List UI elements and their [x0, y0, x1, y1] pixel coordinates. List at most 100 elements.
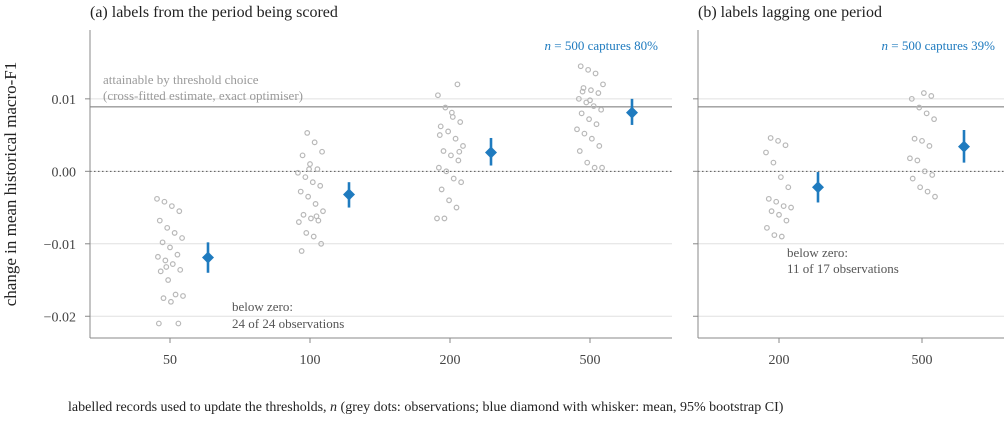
observation-points: [154, 63, 938, 327]
panel-a-below-zero-line2: 24 of 24 observations: [232, 316, 344, 331]
observation-point: [300, 211, 307, 218]
observation-point: [457, 119, 464, 125]
observation-point: [578, 110, 585, 117]
observation-point: [317, 182, 324, 189]
observation-point: [435, 164, 442, 171]
observation-point: [305, 193, 312, 200]
observation-point: [453, 204, 460, 211]
observation-point: [579, 88, 586, 95]
y-tick-label: −0.02: [44, 310, 76, 325]
observation-point: [161, 198, 168, 205]
observation-point: [303, 230, 310, 236]
observation-point: [588, 87, 594, 94]
observation-point: [434, 215, 440, 222]
observation-point: [591, 164, 598, 171]
observation-point: [586, 116, 592, 123]
observation-point: [179, 235, 185, 241]
observation-point: [313, 213, 320, 220]
observation-point: [595, 90, 602, 96]
observation-point: [440, 148, 447, 154]
y-tick-label: 0.00: [52, 165, 77, 180]
x-tick-label: 500: [912, 353, 933, 368]
observation-point: [770, 159, 777, 166]
observation-point: [909, 175, 916, 182]
observation-point: [928, 93, 935, 99]
observation-point: [442, 104, 449, 111]
observation-point: [299, 152, 306, 159]
observation-point: [319, 148, 325, 155]
observation-point: [771, 232, 778, 238]
observation-point: [577, 63, 584, 70]
mean-markers: [202, 98, 970, 273]
observation-point: [932, 193, 938, 200]
observation-point: [921, 168, 928, 175]
observation-point: [155, 320, 162, 327]
observation-point: [443, 168, 450, 175]
mean-diamond: [812, 181, 824, 194]
observation-point: [588, 135, 595, 142]
observation-point: [312, 201, 319, 207]
observation-point: [169, 261, 176, 267]
x-axis-caption-text: labelled records used to update the thre…: [68, 400, 330, 415]
panel-a-title: (a) labels from the period being scored: [90, 4, 338, 21]
gridlines: [90, 98, 1004, 317]
observation-point: [314, 166, 321, 173]
observation-point: [308, 215, 314, 222]
observation-point: [157, 268, 164, 275]
observation-point: [165, 277, 172, 283]
observation-point: [460, 143, 466, 149]
observation-point: [773, 198, 780, 205]
observation-point: [168, 203, 175, 210]
observation-point: [777, 174, 784, 181]
observation-point: [448, 109, 455, 116]
observation-point: [435, 92, 441, 99]
observation-point: [599, 164, 605, 171]
panel-b-title: (b) labels lagging one period: [698, 4, 882, 21]
observation-point: [911, 135, 918, 142]
observation-point: [776, 211, 782, 218]
observation-point: [171, 230, 178, 236]
observation-point: [919, 137, 925, 144]
observation-point: [162, 257, 169, 264]
observation-point: [160, 295, 167, 302]
observation-point: [914, 157, 921, 164]
observation-point: [172, 291, 179, 298]
observation-point: [297, 188, 304, 195]
x-axis-caption-var: n: [330, 400, 337, 415]
observation-point: [763, 149, 769, 156]
observation-point: [775, 137, 781, 144]
x-tick-label: 200: [440, 353, 461, 368]
x-tick-label: 50: [163, 353, 177, 368]
x-axis-caption: labelled records used to update the thre…: [68, 400, 784, 415]
observation-point: [576, 148, 583, 154]
observation-point: [575, 95, 582, 102]
y-tick-label: −0.01: [44, 238, 76, 253]
observation-point: [311, 139, 318, 146]
observation-point: [907, 155, 913, 162]
observation-point: [448, 152, 454, 159]
panel-b-capture-annotation: n = 500 captures 39%: [882, 38, 996, 53]
x-tick-label: 100: [300, 353, 321, 368]
observation-point: [785, 184, 792, 191]
panel-a-below-zero-line1: below zero:: [232, 299, 293, 314]
observation-point: [916, 104, 923, 111]
reference-lines: [90, 106, 1004, 172]
observation-point: [177, 266, 184, 273]
observation-point: [593, 121, 600, 128]
observation-point: [298, 248, 305, 254]
observation-point: [908, 95, 915, 102]
mean-diamond: [626, 106, 638, 119]
observation-point: [309, 179, 316, 186]
y-axis-label: change in mean historical macro-F1: [1, 62, 20, 307]
x-axis-caption-paren: (grey dots: observations; blue diamond w…: [337, 400, 784, 415]
observation-point: [782, 142, 789, 149]
observation-point: [764, 224, 770, 231]
observation-point: [931, 116, 937, 123]
observation-point: [923, 110, 930, 117]
annotation-var: n: [882, 38, 889, 53]
observation-point: [445, 128, 452, 135]
observation-point: [167, 244, 173, 251]
observation-point: [154, 195, 160, 202]
observation-point: [783, 217, 790, 224]
observation-point: [320, 208, 326, 215]
